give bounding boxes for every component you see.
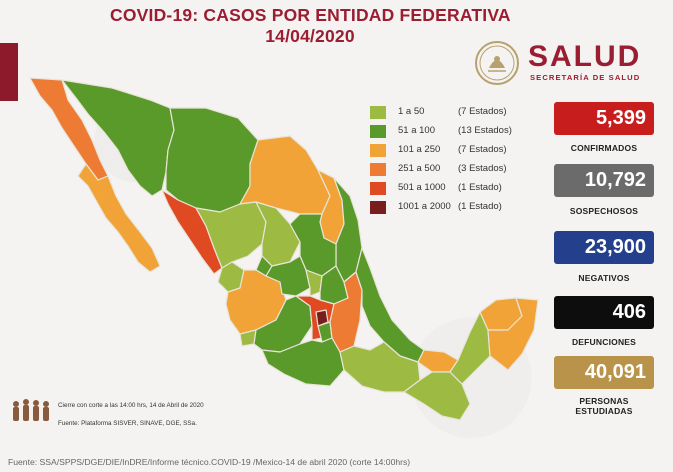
- title-line-1: COVID-19: CASOS POR ENTIDAD FEDERATIVA: [110, 5, 511, 25]
- state-cdmx: [315, 309, 329, 327]
- state-veracruz: [343, 247, 425, 363]
- legend-range: 101 a 250: [398, 144, 441, 155]
- state-baja-california-sur: [77, 163, 161, 273]
- salud-logo: SALUD SECRETARÍA DE SALUD: [474, 40, 664, 86]
- legend-count: (13 Estados): [458, 125, 512, 136]
- legend-count: (7 Estados): [458, 106, 507, 117]
- legend-swatch: [370, 125, 386, 138]
- legend-swatch: [370, 201, 386, 214]
- state-chiapas: [403, 371, 471, 421]
- legend-count: (1 Estado): [458, 182, 502, 193]
- state-guanajuato: [265, 255, 311, 297]
- studied-label: PERSONAS ESTUDIADAS: [575, 396, 633, 416]
- legend-row: 251 a 500 (3 Estados): [370, 161, 530, 180]
- state-oaxaca: [339, 341, 421, 393]
- legend-range: 1001 a 2000: [398, 201, 451, 212]
- logo-subtitle: SECRETARÍA DE SALUD: [530, 73, 641, 82]
- deaths-value: 406: [554, 296, 654, 329]
- coat-of-arms-icon: [475, 41, 519, 85]
- suspected-value: 10,792: [554, 164, 654, 197]
- state-campeche: [449, 311, 491, 385]
- accent-bar: [0, 43, 18, 101]
- state-sonora: [61, 79, 175, 197]
- negative-value: 23,900: [554, 231, 654, 264]
- legend-swatch: [370, 144, 386, 157]
- legend-row: 501 a 1000 (1 Estado): [370, 180, 530, 199]
- legend-row: 51 a 100 (13 Estados): [370, 123, 530, 142]
- legend-range: 251 a 500: [398, 163, 441, 174]
- source-footer: Fuente: SSA/SPPS/DGE/DIE/InDRE/Informe t…: [8, 457, 411, 467]
- negative-label: NEGATIVOS: [578, 273, 630, 283]
- legend-swatch: [370, 182, 386, 195]
- studied-value: 40,091: [554, 356, 654, 389]
- confirmed-value: 5,399: [554, 102, 654, 135]
- legend-row: 1 a 50 (7 Estados): [370, 104, 530, 123]
- state-queretaro: [305, 269, 323, 297]
- cutoff-note: Cierre con corte a las 14:00 hrs, 14 de …: [58, 402, 204, 409]
- suspected-label: SOSPECHOSOS: [569, 206, 639, 216]
- legend-count: (3 Estados): [458, 163, 507, 174]
- legend-range: 1 a 50: [398, 106, 425, 117]
- legend-range: 501 a 1000: [398, 182, 446, 193]
- page-title: COVID-19: CASOS POR ENTIDAD FEDERATIVA 1…: [110, 5, 511, 47]
- logo-word: SALUD: [528, 40, 642, 73]
- legend-count: (7 Estados): [458, 144, 507, 155]
- confirmed-label: CONFIRMADOS: [570, 143, 638, 153]
- state-san-luis-potosi: [289, 213, 337, 277]
- legend-count: (1 Estado): [458, 201, 502, 212]
- legend-row: 101 a 250 (7 Estados): [370, 142, 530, 161]
- state-quintana-roo: [487, 297, 539, 371]
- deaths-label: DEFUNCIONES: [571, 337, 637, 347]
- legend-swatch: [370, 106, 386, 119]
- legend-range: 51 a 100: [398, 125, 435, 136]
- map-legend: 1 a 50 (7 Estados) 51 a 100 (13 Estados)…: [370, 104, 530, 218]
- legend-row: 1001 a 2000 (1 Estado): [370, 199, 530, 218]
- people-group-icon: [13, 399, 49, 421]
- platform-source: Fuente: Plataforma SISVER, SINAVE, DGE, …: [58, 420, 197, 427]
- title-date: 14/04/2020: [265, 26, 355, 46]
- state-sinaloa: [161, 189, 223, 275]
- legend-swatch: [370, 163, 386, 176]
- state-durango: [195, 201, 267, 269]
